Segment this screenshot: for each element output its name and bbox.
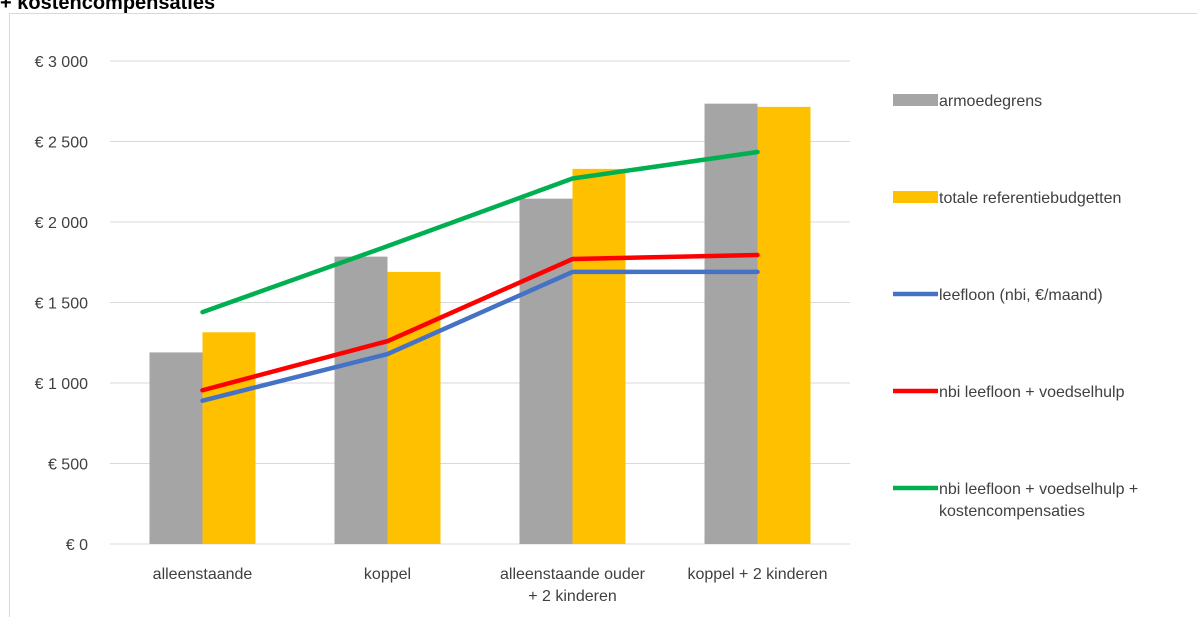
bar xyxy=(387,271,441,544)
y-tick-label: € 3 000 xyxy=(35,54,88,71)
legend-swatch xyxy=(893,94,938,106)
y-tick-label: € 0 xyxy=(66,537,88,554)
bar xyxy=(334,256,388,544)
series-line xyxy=(200,252,760,393)
chart-frame xyxy=(9,13,1197,617)
bar xyxy=(572,168,626,544)
bars xyxy=(149,103,811,544)
bar xyxy=(149,352,203,544)
bar xyxy=(519,198,573,544)
bar xyxy=(704,103,758,544)
x-tick-label: alleenstaande ouder + 2 kinderen xyxy=(500,566,646,605)
y-tick-label: € 2 500 xyxy=(35,135,88,152)
y-tick-label: € 2 000 xyxy=(35,215,88,232)
legend-swatch xyxy=(893,191,938,203)
y-tick-label: € 1 000 xyxy=(35,376,88,393)
legend-label: nbi leefloon + voedselhulp + kostencompen… xyxy=(939,481,1138,520)
series-line xyxy=(200,149,760,315)
legend: armoedegrens totale referentiebudgetten le… xyxy=(893,93,1138,520)
bar xyxy=(757,106,811,544)
x-tick-label: koppel + 2 kinderen xyxy=(687,566,827,583)
x-axis-labels: alleenstaande koppel alleenstaande ouder + … xyxy=(153,566,828,605)
x-tick-label: koppel xyxy=(364,566,411,583)
legend-label: leefloon (nbi, €/maand) xyxy=(939,287,1103,304)
x-tick-label: alleenstaande xyxy=(153,566,253,583)
chart-title-clipped: + kostencompensaties xyxy=(0,0,216,14)
bar xyxy=(202,332,256,544)
lines xyxy=(200,149,760,403)
y-tick-label: € 500 xyxy=(48,457,88,474)
legend-label: nbi leefloon + voedselhulp xyxy=(939,384,1125,401)
y-tick-label: € 1 500 xyxy=(35,296,88,313)
series-line xyxy=(200,269,760,403)
y-axis-ticks: € 0 € 500 € 1 000 € 1 500 € 2 000 € 2 500 € 3 … xyxy=(35,54,88,554)
legend-label: totale referentiebudgetten xyxy=(939,190,1121,207)
legend-label: armoedegrens xyxy=(939,93,1042,110)
